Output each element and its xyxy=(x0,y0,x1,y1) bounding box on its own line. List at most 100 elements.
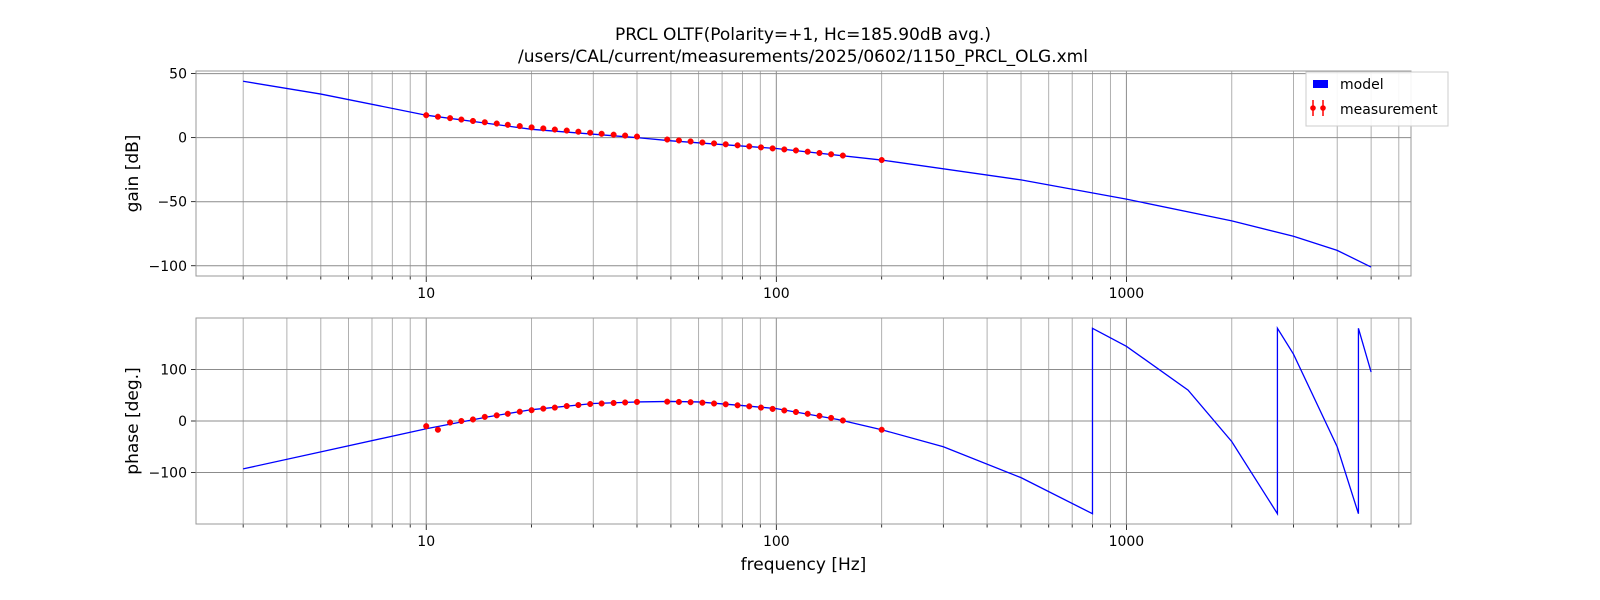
legend-model-label: model xyxy=(1340,77,1384,93)
phase-measurement-point xyxy=(598,400,605,407)
phase-measurement-point xyxy=(458,417,465,425)
phase-measurement-point xyxy=(516,408,523,415)
legend-measurement-marker xyxy=(1310,100,1326,116)
phase-measurement-point xyxy=(434,426,441,433)
phase-measurement-point xyxy=(563,403,570,410)
gain-measurement-point xyxy=(816,149,823,157)
gain-measurement-point xyxy=(792,147,800,154)
gain-measurement-point xyxy=(610,131,617,138)
phase-measurement-point xyxy=(528,407,535,414)
phase-xlabel: frequency [Hz] xyxy=(741,555,867,575)
phase-ytick-label: −100 xyxy=(149,466,187,482)
gain-grid xyxy=(191,71,1411,282)
gain-measurement-point xyxy=(423,112,430,119)
gain-ytick-label: 0 xyxy=(178,131,187,147)
phase-measurement-point xyxy=(734,402,741,409)
gain-measurement-point xyxy=(757,144,765,151)
gain-xtick-label: 10 xyxy=(417,286,435,302)
phase-measurement-point xyxy=(781,407,788,414)
legend-measurement-dot xyxy=(1310,105,1316,111)
phase-measurement-point xyxy=(551,404,558,411)
gain-plot-area xyxy=(196,71,1411,276)
gain-measurement-point xyxy=(633,133,641,140)
gain-measurement-point xyxy=(687,138,694,145)
legend: model measurement xyxy=(1305,71,1449,127)
phase-measurement-point xyxy=(575,401,582,409)
gain-measurement-point xyxy=(458,116,465,123)
gain-xtick-label: 100 xyxy=(763,286,790,302)
legend-box xyxy=(1305,71,1449,127)
phase-measurement-point xyxy=(699,399,706,406)
gain-measurement-point xyxy=(504,121,511,128)
gain-measurement-points xyxy=(423,112,885,164)
gain-measurement-point xyxy=(769,145,776,152)
gain-ytick-label: 50 xyxy=(169,67,187,83)
figure-title-line-1: PRCL OLTF(Polarity=+1, Hc=185.90dB avg.) xyxy=(615,25,991,45)
gain-measurement-point xyxy=(746,143,753,150)
phase-measurement-point xyxy=(757,404,765,411)
gain-measurement-point xyxy=(587,129,594,136)
phase-measurement-point xyxy=(610,399,617,407)
gain-measurement-point xyxy=(675,137,682,144)
phase-measurement-point xyxy=(792,408,800,416)
phase-measurement-point xyxy=(481,413,488,420)
phase-measurement-point xyxy=(587,400,594,408)
gain-measurement-point xyxy=(469,117,477,125)
gain-measurement-point xyxy=(622,132,629,139)
phase-measurement-point xyxy=(828,414,835,421)
phase-measurement-point xyxy=(878,426,885,433)
phase-measurement-point xyxy=(769,405,776,412)
gain-measurement-point xyxy=(575,128,582,135)
gain-ylabel: gain [dB] xyxy=(123,135,143,213)
gain-measurement-point xyxy=(516,123,523,130)
phase-xtick-label: 1000 xyxy=(1109,534,1145,550)
gain-frame xyxy=(195,70,1412,277)
gain-measurement-point xyxy=(598,130,605,137)
phase-xtick-label: 100 xyxy=(763,534,790,550)
gain-measurement-point xyxy=(551,126,558,133)
gain-measurement-point xyxy=(734,142,741,149)
phase-ylabel: phase [deg.] xyxy=(123,367,143,474)
phase-measurement-point xyxy=(839,417,846,424)
gain-measurement-point xyxy=(839,152,846,159)
phase-measurement-point xyxy=(447,419,454,426)
gain-measurement-point xyxy=(804,148,811,155)
gain-measurement-point xyxy=(481,119,488,126)
gain-measurement-point xyxy=(711,140,718,147)
gain-measurement-point xyxy=(664,136,671,143)
phase-ytick-label: 100 xyxy=(160,363,187,379)
phase-measurement-point xyxy=(633,398,641,405)
phase-measurement-point xyxy=(711,400,718,407)
gain-measurement-point xyxy=(563,127,570,134)
gain-measurement-point xyxy=(540,125,547,132)
legend-model-swatch xyxy=(1313,80,1328,88)
phase-grid xyxy=(191,318,1411,530)
gain-ytick-label: −100 xyxy=(149,259,187,275)
gain-panel: 50 0 −50 −100 10 100 1000 gain [dB] xyxy=(123,67,1412,302)
phase-measurement-point xyxy=(804,410,811,417)
gain-measurement-point xyxy=(828,151,835,158)
phase-measurement-point xyxy=(722,401,729,408)
legend-measurement-label: measurement xyxy=(1340,102,1438,118)
phase-measurement-point xyxy=(675,398,682,405)
gain-measurement-point xyxy=(699,139,706,146)
gain-measurement-point xyxy=(528,124,535,131)
gain-ytick-label: −50 xyxy=(157,195,187,211)
phase-ytick-label: 0 xyxy=(178,414,187,430)
figure-title-line-2: /users/CAL/current/measurements/2025/060… xyxy=(518,47,1088,67)
phase-measurement-points xyxy=(423,398,885,433)
phase-measurement-point xyxy=(622,399,629,406)
gain-measurement-point xyxy=(447,115,454,122)
legend-measurement-dot xyxy=(1320,105,1326,111)
gain-measurement-point xyxy=(493,120,500,127)
gain-measurement-point xyxy=(781,146,788,153)
phase-measurement-point xyxy=(423,423,430,430)
phase-measurement-point xyxy=(746,403,753,410)
phase-measurement-point xyxy=(493,412,500,419)
phase-measurement-point xyxy=(469,416,477,423)
gain-measurement-point xyxy=(722,141,729,148)
gain-measurement-point xyxy=(878,156,885,164)
phase-measurement-point xyxy=(816,412,823,419)
